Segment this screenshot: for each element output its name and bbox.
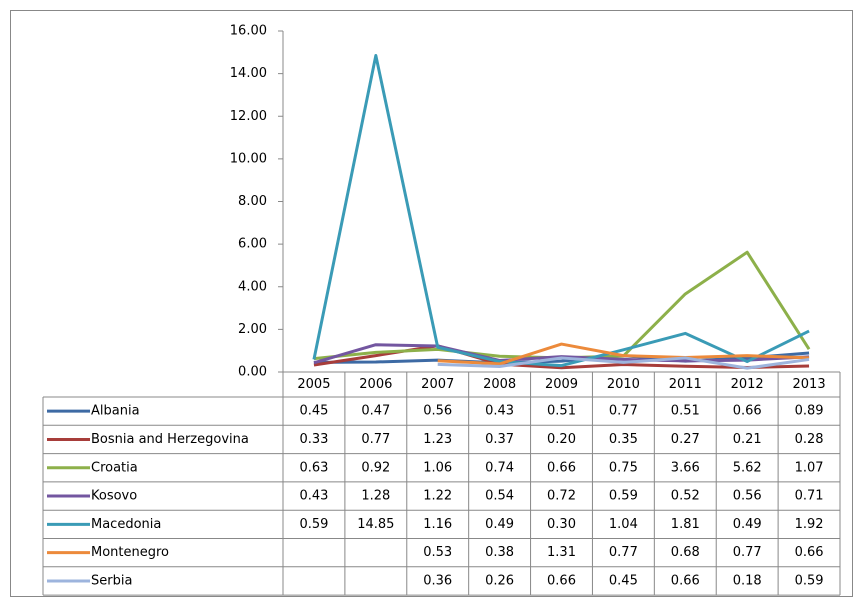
table-value: 0.66 [733,404,762,419]
table-value: 0.66 [795,545,824,560]
y-tick-label: 8.00 [238,194,267,209]
table-value: 0.20 [547,432,576,447]
table-value: 0.53 [423,545,452,560]
table-value: 0.77 [361,432,390,447]
table-value: 0.51 [547,404,576,419]
table-value: 0.74 [485,460,514,475]
x-tick-label: 2009 [545,377,578,392]
y-tick-label: 4.00 [238,279,267,294]
table-value: 0.59 [795,573,824,588]
y-tick-label: 0.00 [238,365,267,380]
table-value: 0.56 [733,489,762,504]
y-tick-label: 10.00 [230,151,267,166]
table-value: 1.04 [609,517,638,532]
legend-label: Kosovo [91,489,137,504]
x-tick-label: 2006 [359,377,392,392]
table-value: 1.92 [795,517,824,532]
table-value: 0.37 [485,432,514,447]
table-value: 0.21 [733,432,762,447]
table-value: 1.28 [361,489,390,504]
table-value: 0.27 [671,432,700,447]
legend-label: Macedonia [91,517,161,532]
table-value: 0.33 [299,432,328,447]
table-value: 0.43 [485,404,514,419]
table-value: 0.63 [299,460,328,475]
legend-label: Croatia [91,460,138,475]
y-tick-label: 6.00 [238,237,267,252]
legend-label: Albania [91,404,140,419]
table-value: 0.45 [299,404,328,419]
y-tick-label: 16.00 [230,24,267,39]
table-value: 0.68 [671,545,700,560]
table-value: 0.49 [733,517,762,532]
table-value: 1.22 [423,489,452,504]
table-value: 0.38 [485,545,514,560]
table-value: 0.26 [485,573,514,588]
x-tick-label: 2010 [607,377,640,392]
table-value: 1.07 [795,460,824,475]
table-value: 0.56 [423,404,452,419]
table-value: 0.72 [547,489,576,504]
x-tick-label: 2013 [793,377,826,392]
table-value: 1.31 [547,545,576,560]
table-value: 0.54 [485,489,514,504]
x-tick-label: 2012 [731,377,764,392]
table-value: 0.49 [485,517,514,532]
table-value: 1.06 [423,460,452,475]
table-value: 0.89 [795,404,824,419]
table-value: 0.28 [795,432,824,447]
series-line [437,342,810,366]
legend-label: Bosnia and Herzegovina [91,432,249,447]
x-tick-label: 2011 [669,377,702,392]
y-tick-label: 14.00 [230,66,267,81]
table-value: 0.77 [609,545,638,560]
series-line [312,54,810,368]
table-value: 0.59 [299,517,328,532]
table-value: 0.75 [609,460,638,475]
table-value: 0.36 [423,573,452,588]
legend-label: Montenegro [91,545,169,560]
table-value: 0.77 [609,404,638,419]
table-value: 0.77 [733,545,762,560]
y-tick-label: 12.00 [230,109,267,124]
table-value: 0.59 [609,489,638,504]
table-value: 0.66 [547,573,576,588]
table-value: 1.16 [423,517,452,532]
table-value: 0.71 [795,489,824,504]
table-value: 0.35 [609,432,638,447]
table-value: 0.66 [671,573,700,588]
table-value: 0.18 [733,573,762,588]
table-value: 1.81 [671,517,700,532]
table-value: 0.45 [609,573,638,588]
table-value: 3.66 [671,460,700,475]
table-value: 0.92 [361,460,390,475]
table-value: 5.62 [733,460,762,475]
series-line [437,356,810,370]
legend-label: Serbia [91,573,132,588]
x-tick-label: 2008 [483,377,516,392]
table-value: 0.47 [361,404,390,419]
table-value: 14.85 [357,517,394,532]
table-value: 0.66 [547,460,576,475]
table-value: 0.30 [547,517,576,532]
x-tick-label: 2007 [421,377,454,392]
chart-border [10,10,853,597]
table-value: 0.51 [671,404,700,419]
x-tick-label: 2005 [297,377,330,392]
table-value: 0.52 [671,489,700,504]
table-value: 0.43 [299,489,328,504]
y-tick-label: 2.00 [238,322,267,337]
table-value: 1.23 [423,432,452,447]
